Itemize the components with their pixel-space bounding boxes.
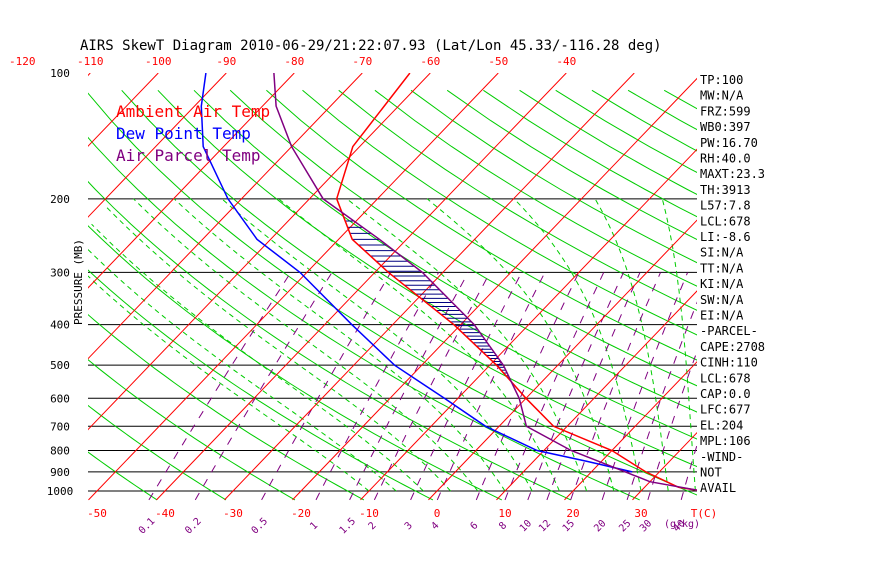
moist-adiabat-line <box>279 199 560 491</box>
dry-adiabat-line <box>411 90 870 500</box>
moist-adiabat-line <box>222 199 532 491</box>
index-label: -PARCEL- <box>700 324 758 338</box>
mixing-ratio-unit: (g/kg) <box>664 519 700 530</box>
pressure-tick-label: 300 <box>50 266 70 279</box>
index-label: PW:16.70 <box>700 136 758 150</box>
index-label: MPL:106 <box>700 434 751 448</box>
pressure-tick-label: 100 <box>50 67 70 80</box>
index-label: EI:N/A <box>700 309 744 323</box>
y-axis-label: PRESSURE (MB) <box>72 239 85 325</box>
mixing-ratio-tick-label: 2 <box>367 520 379 532</box>
pressure-tick-label: 400 <box>50 319 70 332</box>
index-label: LCL:678 <box>700 214 751 228</box>
mixing-ratio-line <box>571 272 661 500</box>
index-label: L57:7.8 <box>700 199 751 213</box>
index-label: CINH:110 <box>700 356 758 370</box>
mixing-ratio-tick-label: 30 <box>638 518 654 534</box>
index-label: SI:N/A <box>700 246 744 260</box>
dry-adiabat-line <box>483 90 870 500</box>
top-temp-tick-label: -110 <box>77 55 104 68</box>
top-temp-tick-label: -120 <box>9 55 36 68</box>
top-temp-tick-label: -90 <box>216 55 236 68</box>
index-label: FRZ:599 <box>700 104 751 118</box>
mixing-ratio-tick-label: 1 <box>308 520 320 532</box>
index-label: LI:-8.6 <box>700 230 751 244</box>
index-label: EL:204 <box>700 418 743 432</box>
dry-adiabat-line <box>339 90 870 500</box>
index-label: LFC:677 <box>700 403 751 417</box>
mixing-ratio-tick-label: 10 <box>518 518 534 534</box>
index-label: TT:N/A <box>700 261 744 275</box>
index-label: LCL:678 <box>700 371 751 385</box>
pressure-tick-label: 500 <box>50 359 70 372</box>
mixing-ratio-tick-label: 25 <box>617 518 633 534</box>
isotherm-line <box>0 73 22 500</box>
top-temp-tick-label: -60 <box>420 55 440 68</box>
pressure-tick-label: 700 <box>50 420 70 433</box>
index-label: AVAIL <box>700 481 736 495</box>
top-temp-tick-label: -80 <box>284 55 304 68</box>
mixing-ratio-tick-label: 1.5 <box>338 516 359 537</box>
pressure-tick-label: 600 <box>50 392 70 405</box>
index-label: SW:N/A <box>700 293 744 307</box>
bottom-temp-tick-label: -20 <box>291 507 311 520</box>
bottom-temp-tick-label: -10 <box>359 507 379 520</box>
dry-adiabat-line <box>303 90 870 500</box>
mixing-ratio-tick-label: 3 <box>403 520 415 532</box>
mixing-ratio-line <box>262 272 391 500</box>
isotherm-line <box>224 73 634 500</box>
mixing-ratio-tick-label: 6 <box>468 520 480 532</box>
index-label: KI:N/A <box>700 277 744 291</box>
pressure-tick-label: 1000 <box>47 485 74 498</box>
index-label: TH:3913 <box>700 183 751 197</box>
mixing-ratio-line <box>602 272 687 500</box>
index-label: RH:40.0 <box>700 152 751 166</box>
index-label: MAXT:23.3 <box>700 167 765 181</box>
mixing-ratio-tick-label: 4 <box>429 520 441 532</box>
mixing-ratio-tick-label: 0.5 <box>250 516 271 537</box>
pressure-tick-label: 900 <box>50 466 70 479</box>
moist-adiabat-line <box>107 208 451 491</box>
mixing-ratio-line <box>195 272 332 500</box>
mixing-ratio-line <box>547 272 640 500</box>
pressure-tick-label: 200 <box>50 193 70 206</box>
index-label: TP:100 <box>700 73 743 87</box>
legend-entry: Dew Point Temp <box>116 124 251 143</box>
mixing-ratio-tick-label: 15 <box>561 518 577 534</box>
bottom-temp-tick-label: -30 <box>223 507 243 520</box>
index-label: CAPE:2708 <box>700 340 765 354</box>
mixing-ratio-tick-label: 12 <box>537 518 553 534</box>
bottom-temp-tick-label: -40 <box>155 507 175 520</box>
moist-adiabat-line <box>662 199 695 491</box>
isotherm-line <box>768 73 870 500</box>
index-label: MW:N/A <box>700 89 744 103</box>
moist-adiabat-line <box>427 199 614 491</box>
legend-entry: Air Parcel Temp <box>116 146 261 165</box>
mixing-ratio-tick-label: 20 <box>592 518 608 534</box>
legend-entry: Ambient Air Temp <box>116 102 270 121</box>
top-temp-tick-label: -40 <box>556 55 576 68</box>
bottom-temp-tick-label: 10 <box>498 507 511 520</box>
index-label: -WIND- <box>700 450 743 464</box>
top-temp-tick-label: -70 <box>352 55 372 68</box>
mixing-ratio-tick-label: 0.2 <box>183 516 204 537</box>
dry-adiabat-line <box>375 90 870 500</box>
pressure-tick-label: 800 <box>50 444 70 457</box>
index-label: WB0:397 <box>700 120 751 134</box>
index-label: NOT <box>700 466 722 480</box>
chart-title: AIRS SkewT Diagram 2010-06-29/21:22:07.9… <box>80 38 662 54</box>
mixing-ratio-tick-label: 8 <box>497 520 509 532</box>
bottom-temp-tick-label: -50 <box>87 507 107 520</box>
series-line <box>337 73 703 491</box>
index-label: CAP:0.0 <box>700 387 751 401</box>
top-temp-tick-label: -100 <box>145 55 172 68</box>
top-temp-tick-label: -50 <box>488 55 508 68</box>
mixing-ratio-line <box>149 272 291 500</box>
bottom-temp-tick-label: 0 <box>434 507 441 520</box>
